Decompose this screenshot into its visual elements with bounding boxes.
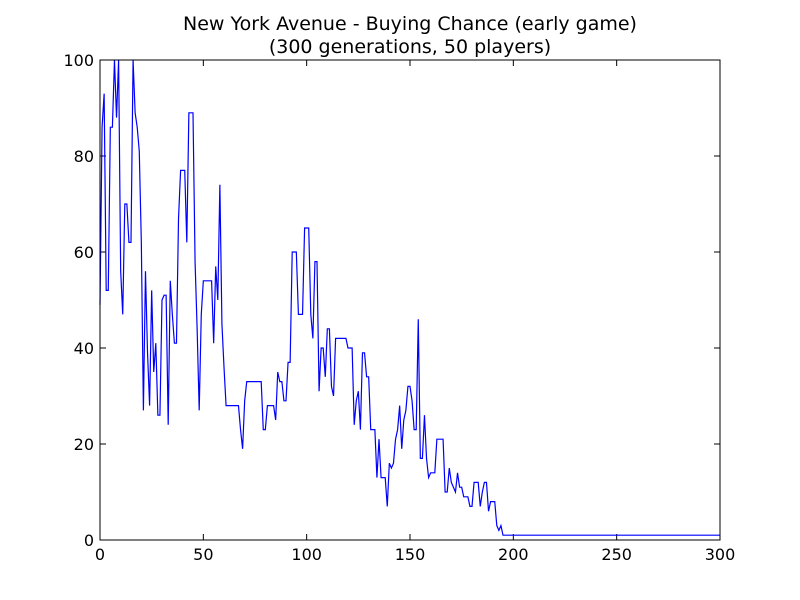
x-tick-label: 100 xyxy=(291,545,322,564)
y-tick-label: 100 xyxy=(63,51,94,70)
x-tick-label: 300 xyxy=(705,545,736,564)
y-tick-label: 0 xyxy=(84,531,94,550)
y-tick-label: 80 xyxy=(74,147,94,166)
series-line xyxy=(99,59,720,536)
x-tick-label: 0 xyxy=(95,545,105,564)
x-tick-label: 150 xyxy=(395,545,426,564)
x-tick-label: 250 xyxy=(601,545,632,564)
x-tick-label: 50 xyxy=(193,545,213,564)
plot-area-frame xyxy=(99,59,721,541)
chart-title: New York Avenue - Buying Chance (early g… xyxy=(183,13,637,35)
y-tick-label: 20 xyxy=(74,435,94,454)
y-tick-label: 40 xyxy=(74,339,94,358)
chart-subtitle: (300 generations, 50 players) xyxy=(269,36,551,58)
y-tick-label: 60 xyxy=(74,243,94,262)
x-tick-label: 200 xyxy=(498,545,529,564)
